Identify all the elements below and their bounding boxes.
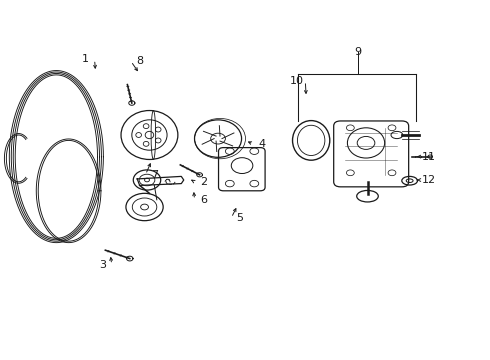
Text: 1: 1 xyxy=(82,54,89,64)
Text: 9: 9 xyxy=(354,47,361,57)
Text: 6: 6 xyxy=(200,195,207,205)
Text: 2: 2 xyxy=(200,177,207,187)
Text: 11: 11 xyxy=(422,152,436,162)
Text: 10: 10 xyxy=(290,76,303,86)
Text: 3: 3 xyxy=(99,260,106,270)
Text: 5: 5 xyxy=(237,213,244,223)
Text: 8: 8 xyxy=(136,56,143,66)
Text: 12: 12 xyxy=(422,175,436,185)
Text: 7: 7 xyxy=(151,170,158,180)
Text: 4: 4 xyxy=(259,139,266,149)
